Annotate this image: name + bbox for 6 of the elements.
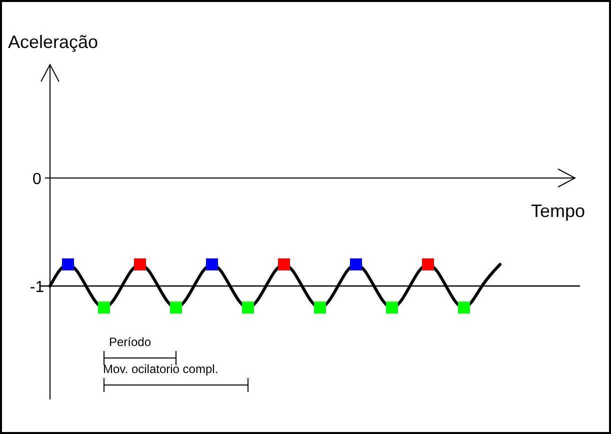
y-axis-title: Aceleração (8, 32, 98, 52)
annotation: Mov. ocilatorio compl. (103, 362, 218, 376)
y-tick-label: -1 (30, 279, 44, 296)
x-axis-title: Tempo (531, 201, 586, 221)
y-tick-label: 0 (32, 171, 42, 188)
annotation: Período (109, 335, 152, 349)
